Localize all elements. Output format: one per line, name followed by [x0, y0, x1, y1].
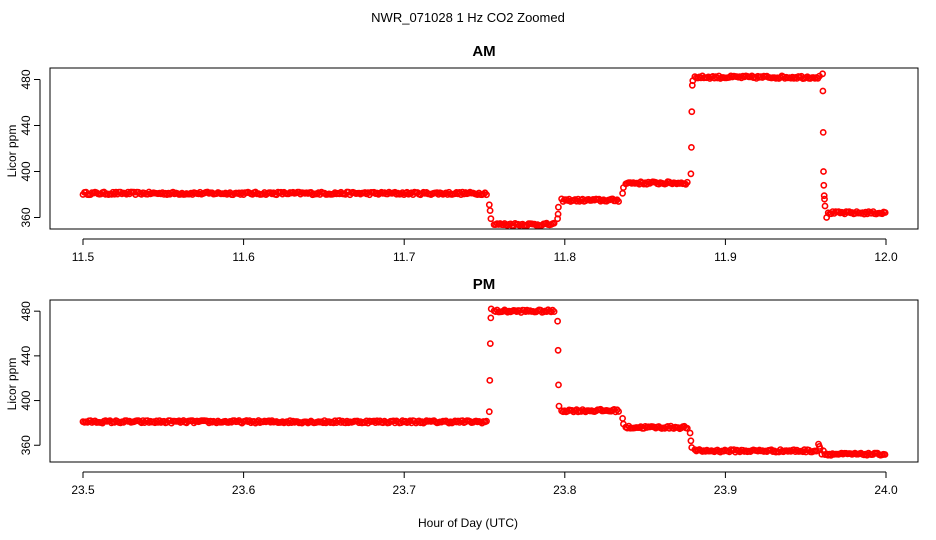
- pm-data-point: [486, 340, 494, 347]
- am-x-tick-label: 11.6: [232, 250, 255, 264]
- pm-y-tick-label: 360: [19, 435, 33, 455]
- pm-x-tick-label: 24.0: [874, 483, 898, 497]
- pm-data-point: [549, 306, 556, 314]
- pm-data-point: [686, 429, 694, 437]
- pm-x-tick-label: 23.6: [232, 483, 256, 497]
- am-data-point: [615, 198, 622, 205]
- pm-axes: 23.5 23.6 23.7 23.8 23.9 24.0 360 400 440 480: [19, 299, 919, 497]
- pm-data-point: [483, 417, 490, 425]
- am-data-point: [555, 203, 562, 211]
- am-data-point: [486, 207, 494, 214]
- pm-data-point: [555, 402, 563, 410]
- am-x-tick-label: 11.5: [72, 250, 95, 264]
- am-data-point: [821, 202, 829, 210]
- am-data-point: [487, 215, 495, 223]
- pm-data-point: [555, 381, 562, 389]
- pm-data-point: [619, 414, 626, 422]
- am-data-point: [820, 168, 827, 175]
- am-axes: 11.5 11.6 11.7 11.8 11.9 12.0 360 400 440 480: [19, 67, 919, 264]
- pm-y-axis-label: Licor ppm: [5, 358, 19, 411]
- am-data-point: [688, 108, 696, 116]
- am-data-point: [554, 210, 562, 218]
- pm-panel-title: PM: [473, 276, 496, 293]
- am-y-tick-label: 400: [19, 161, 33, 181]
- am-data-point: [823, 214, 830, 221]
- pm-x-tick-label: 23.8: [553, 483, 577, 497]
- pm-data-point: [820, 447, 827, 455]
- am-x-tick-label: 11.9: [714, 250, 737, 264]
- pm-data-point: [620, 420, 627, 428]
- pm-data-point: [487, 305, 495, 313]
- x-axis-label: Hour of Day (UTC): [418, 516, 518, 530]
- pm-data-point: [550, 308, 558, 315]
- am-data-point: [687, 170, 695, 178]
- am-data-point: [819, 128, 827, 136]
- am-data-point: [820, 181, 828, 189]
- am-data-points: [79, 70, 889, 230]
- am-y-tick-label: 360: [19, 207, 33, 227]
- pm-data-point: [688, 444, 696, 451]
- am-data-point: [819, 70, 826, 78]
- am-x-tick-label: 11.7: [393, 250, 416, 264]
- am-panel: AM Licor ppm 11.5 11.6 11.7 11.8 11.9 12.0 360…: [5, 43, 919, 264]
- am-data-point: [683, 178, 691, 186]
- am-data-point: [483, 191, 490, 199]
- am-data-point: [821, 195, 828, 203]
- pm-x-tick-label: 23.5: [71, 483, 95, 497]
- pm-data-point: [554, 317, 561, 325]
- am-plot-frame: [49, 67, 919, 230]
- am-y-axis-label: Licor ppm: [5, 125, 19, 178]
- am-data-point: [620, 184, 627, 191]
- pm-data-point: [615, 408, 622, 415]
- am-data-point: [819, 87, 827, 95]
- figure-title: NWR_071028 1 Hz CO2 Zoomed: [371, 10, 565, 25]
- pm-data-point: [486, 376, 494, 384]
- pm-data-points: [79, 305, 889, 459]
- pm-data-point: [881, 451, 889, 458]
- pm-data-point: [485, 408, 493, 416]
- am-y-tick-label: 440: [19, 115, 33, 135]
- pm-data-point: [818, 450, 826, 458]
- am-data-point: [550, 219, 558, 227]
- am-y-tick-label: 480: [19, 69, 33, 89]
- am-data-point: [689, 77, 697, 85]
- am-data-point: [485, 201, 493, 209]
- am-data-point: [688, 143, 695, 151]
- pm-panel: PM Licor ppm 23.5 23.6 23.7 23.8 23.9 24.0 360…: [5, 276, 919, 497]
- pm-data-point: [687, 437, 695, 445]
- pm-data-point: [554, 346, 562, 354]
- pm-x-tick-label: 23.9: [714, 483, 738, 497]
- am-data-point: [619, 189, 626, 197]
- pm-x-tick-label: 23.7: [393, 483, 417, 497]
- pm-y-tick-label: 440: [19, 346, 33, 366]
- am-x-tick-label: 11.8: [554, 250, 577, 264]
- am-data-point: [820, 192, 828, 200]
- pm-data-point: [683, 424, 691, 432]
- pm-y-tick-label: 400: [19, 390, 33, 410]
- pm-data-point: [487, 314, 495, 322]
- pm-plot-frame: [49, 299, 919, 463]
- am-x-tick-label: 12.0: [874, 250, 898, 264]
- am-panel-title: AM: [472, 43, 495, 60]
- pm-y-tick-label: 480: [19, 301, 33, 321]
- am-data-point: [881, 209, 889, 216]
